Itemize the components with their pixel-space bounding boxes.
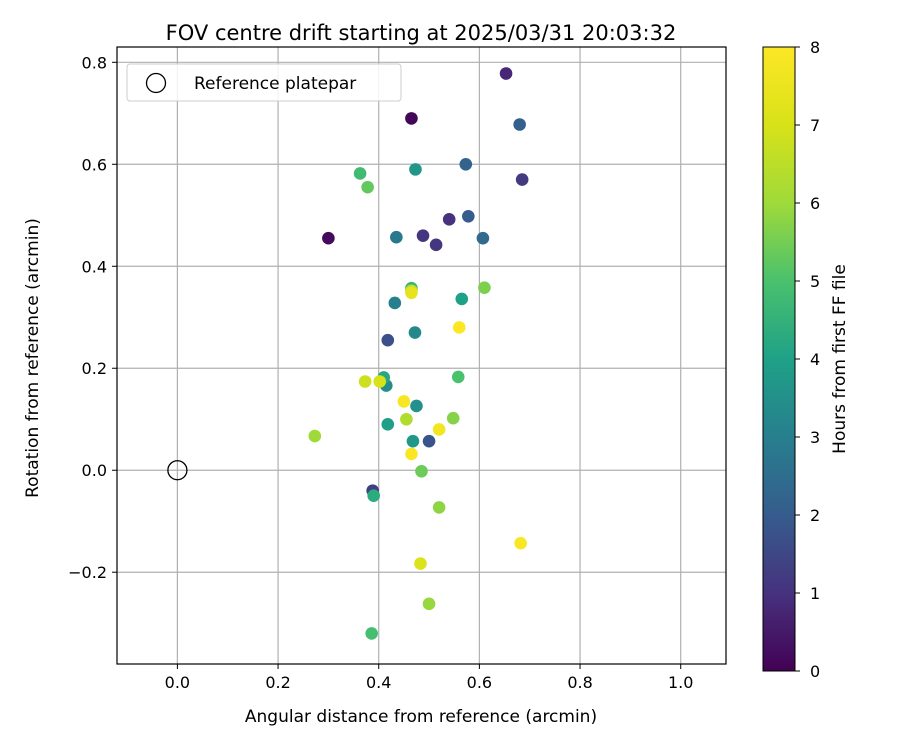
data-point	[451, 370, 465, 384]
data-point	[442, 213, 456, 226]
data-point	[410, 399, 423, 413]
x-tick-label: 1.0	[668, 673, 693, 692]
y-tick-label: 0.8	[82, 53, 107, 72]
data-point	[455, 292, 469, 306]
data-point	[405, 447, 418, 461]
plot-frame	[116, 46, 727, 665]
x-axis-ticks: 0.0 0.2 0.4 0.6 0.8 1.0	[165, 664, 693, 692]
data-point	[373, 375, 387, 388]
data-point	[400, 412, 413, 426]
legend: Reference platepar	[126, 63, 402, 102]
colorbar-tick-label: 7	[810, 116, 820, 135]
data-points	[308, 67, 529, 640]
data-point	[308, 429, 322, 443]
data-point	[515, 173, 529, 186]
data-point	[390, 230, 403, 244]
colorbar-title: Hours from first FF file	[830, 264, 850, 454]
data-point	[381, 418, 395, 431]
y-axis-ticks: −0.2 0.0 0.2 0.4 0.6 0.8	[68, 53, 117, 582]
colorbar: 0 1 2 3 4 5 6 7 8 Hours from first FF file	[762, 38, 850, 681]
data-point	[459, 157, 473, 171]
data-point	[406, 434, 420, 448]
data-point	[415, 464, 428, 478]
colorbar-tick-label: 2	[810, 506, 820, 525]
data-point	[408, 326, 422, 339]
data-point	[409, 163, 422, 176]
grid-lines	[117, 47, 726, 664]
data-point	[513, 118, 526, 131]
y-axis-title: Rotation from reference (arcmin)	[23, 218, 43, 498]
legend-label: Reference platepar	[194, 74, 356, 94]
colorbar-tick-label: 0	[810, 662, 820, 681]
colorbar-gradient	[762, 46, 796, 672]
colorbar-tick-label: 3	[810, 428, 820, 447]
chart-title: FOV centre drift starting at 2025/03/31 …	[166, 21, 677, 45]
data-point	[397, 395, 411, 408]
data-point	[462, 209, 475, 223]
data-point	[367, 489, 380, 503]
data-point	[353, 167, 367, 180]
y-tick-label: 0.6	[82, 155, 107, 174]
x-tick-label: 0.0	[165, 673, 190, 692]
data-point	[405, 286, 418, 300]
data-point	[381, 333, 395, 347]
data-point	[446, 411, 460, 425]
y-tick-label: 0.0	[82, 461, 107, 480]
y-tick-label: 0.4	[82, 257, 107, 276]
colorbar-tick-label: 1	[810, 584, 820, 603]
data-point	[422, 434, 436, 448]
data-point	[361, 180, 374, 194]
x-tick-label: 0.8	[567, 673, 592, 692]
data-point	[499, 67, 513, 80]
y-tick-label: 0.2	[82, 359, 107, 378]
x-tick-label: 0.4	[366, 673, 391, 692]
colorbar-tick-label: 6	[810, 194, 820, 213]
x-axis-title: Angular distance from reference (arcmin)	[245, 707, 597, 727]
colorbar-tick-label: 4	[810, 350, 820, 369]
data-point	[514, 536, 527, 550]
x-tick-label: 0.6	[467, 673, 492, 692]
data-point	[358, 375, 372, 388]
data-point	[416, 229, 430, 242]
data-point	[405, 112, 418, 125]
data-point	[422, 597, 436, 611]
legend-marker	[145, 72, 167, 94]
colorbar-tick-label: 8	[810, 38, 820, 57]
data-point	[414, 557, 427, 570]
data-point	[322, 231, 335, 245]
colorbar-ticks: 0 1 2 3 4 5 6 7 8	[795, 38, 820, 681]
data-point	[476, 231, 490, 245]
data-point	[478, 281, 491, 294]
data-point	[365, 627, 378, 640]
x-tick-label: 0.2	[265, 673, 290, 692]
data-point	[429, 238, 443, 252]
data-point	[388, 296, 402, 310]
legend-box	[126, 63, 402, 102]
colorbar-tick-label: 5	[810, 272, 820, 291]
reference-marker-layer	[167, 460, 188, 481]
data-point	[452, 321, 466, 334]
reference-platepar-marker	[167, 460, 188, 481]
data-point	[432, 423, 446, 436]
data-point	[432, 501, 446, 514]
y-tick-label: −0.2	[68, 563, 107, 582]
